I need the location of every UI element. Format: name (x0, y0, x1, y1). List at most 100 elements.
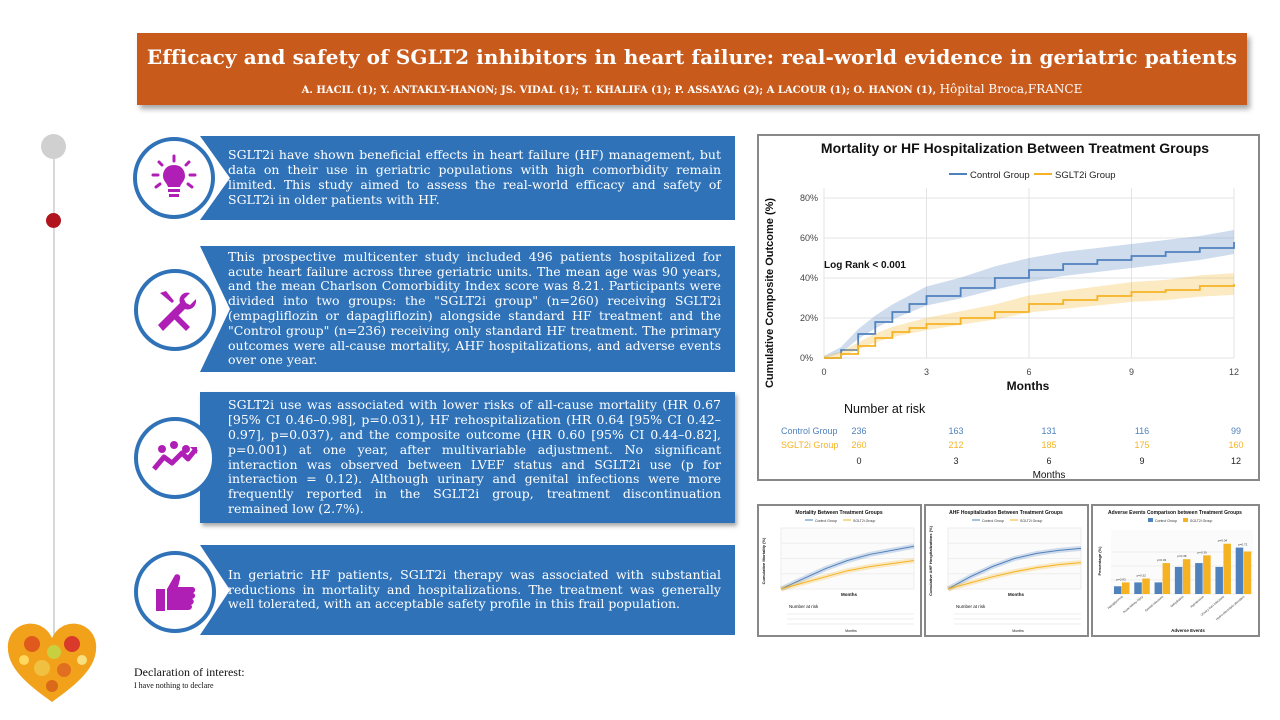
x-ticks: 0 3 6 9 12 (821, 367, 1239, 377)
bar-sglt2i (1243, 551, 1252, 594)
lightbulb-icon (133, 137, 215, 219)
timeline-dot-active (46, 213, 61, 228)
methods-text: This prospective multicenter study inclu… (228, 248, 721, 368)
adverse-bars: p=0.83 Hypoglycemia p=0.52 Acute kidney inj… (1107, 530, 1253, 621)
tools-icon (134, 269, 216, 351)
risk-value: 99 (1231, 426, 1241, 436)
hospitalization-title: AHF Hospitalization Between Treatment Gr… (949, 510, 1063, 516)
adverse-legend-control: Control Group (1155, 519, 1177, 523)
mortality-xlabel: Months (841, 592, 857, 597)
y-tick-label: 80% (800, 193, 818, 203)
conclusion-text: In geriatric HF patients, SGLT2i therapy… (228, 566, 721, 612)
authors-text: A. HACIL (1); Y. ANTAKLY-HANON; JS. VIDA… (301, 85, 937, 96)
p-value-label: p=0.38 (1177, 554, 1187, 558)
mortality-lines (779, 527, 915, 625)
series-lines (824, 230, 1235, 359)
hospitalization-xlabel: Months (1008, 592, 1024, 597)
category-label: Hypoglycemia (1107, 594, 1124, 609)
hospitalization-chart: AHF Hospitalization Between Treatment Gr… (924, 504, 1089, 637)
risk-value: 175 (1134, 440, 1149, 450)
background-box: SGLT2i have shown beneficial effects in … (200, 136, 735, 220)
mortality-chart: Mortality Between Treatment Groups Contr… (757, 504, 922, 637)
small-line (947, 562, 1082, 590)
risk-value: 212 (948, 440, 963, 450)
bar-control (1154, 582, 1163, 594)
risk-value: 160 (1228, 440, 1243, 450)
x-axis-label: Months (1007, 379, 1050, 393)
category-label: Dehydration (1170, 594, 1185, 608)
mortality-ylabel: Cumulative Mortality (%) (761, 537, 766, 584)
bar-sglt2i (1142, 578, 1150, 594)
declaration-text: I have nothing to declare (134, 681, 214, 690)
p-value-label: p=0.52 (1137, 574, 1147, 578)
series-control-line (824, 242, 1235, 359)
risk-month: 9 (1139, 456, 1144, 466)
risk-value: 131 (1041, 426, 1056, 436)
results-text: SGLT2i use was associated with lower ris… (228, 397, 721, 516)
y-axis-label: Cumulative Composite Outcome (%) (764, 198, 776, 388)
y-tick-label: 60% (800, 233, 818, 243)
p-value-label: p=0.72 (1238, 543, 1248, 547)
declaration-title: Declaration of interest: (134, 665, 245, 679)
results-box: SGLT2i use was associated with lower ris… (200, 392, 735, 523)
mortality-legend-control: Control Group (815, 519, 837, 523)
x-tick-label: 0 (821, 367, 826, 377)
y-tick-label: 0% (800, 353, 813, 363)
risk-table-xlabel: Months (1033, 470, 1066, 479)
risk-value: 185 (1041, 440, 1056, 450)
bar-sglt2i (1203, 555, 1211, 594)
hospitalization-svg: AHF Hospitalization Between Treatment Gr… (928, 510, 1082, 633)
risk-month: 6 (1046, 456, 1051, 466)
heart-logo-icon (7, 623, 97, 702)
x-tick-label: 6 (1026, 367, 1031, 377)
series-band (824, 230, 1234, 358)
timeline-dot-top (41, 134, 66, 159)
main-chart-svg: Mortality or HF Hospitalization Between … (764, 140, 1244, 481)
growth-chart-icon (134, 417, 216, 499)
bar-control (1134, 582, 1142, 594)
legend-control: Control Group (970, 170, 1030, 181)
small-line (947, 547, 1082, 590)
risk-value: 116 (1135, 426, 1149, 436)
adverse-xlabel: Adverse Events (1171, 628, 1205, 633)
hospitalization-legend-control: Control Group (982, 519, 1004, 523)
p-value-label: p=0.39 (1198, 550, 1208, 554)
x-tick-label: 9 (1129, 367, 1134, 377)
risk-month: 12 (1231, 456, 1241, 466)
mortality-risk-title: Number at risk (789, 604, 819, 609)
bar-sglt2i (1162, 563, 1171, 594)
timeline-line (53, 146, 55, 646)
chart-title: Mortality or HF Hospitalization Between … (821, 140, 1209, 156)
small-line (780, 560, 915, 590)
header-banner: Efficacy and safety of SGLT2 inhibitors … (137, 33, 1247, 105)
mortality-title: Mortality Between Treatment Groups (795, 510, 882, 516)
risk-value: 163 (948, 426, 963, 436)
bar-control (1195, 563, 1203, 594)
category-label: Genital infections (1144, 594, 1165, 612)
adverse-events-svg: Adverse Events Comparison between Treatm… (1097, 510, 1253, 633)
risk-month: 3 (953, 456, 958, 466)
mortality-risk-xlabel: Months (845, 629, 857, 633)
risk-value: 260 (851, 440, 866, 450)
small-line (780, 545, 915, 590)
y-tick-label: 20% (800, 313, 818, 323)
bar-control (1235, 547, 1244, 594)
mortality-legend-sglt2i: SGLT2i Group (853, 519, 875, 523)
bar-control (1215, 566, 1223, 594)
background-text: SGLT2i have shown beneficial effects in … (228, 147, 721, 207)
adverse-events-chart: Adverse Events Comparison between Treatm… (1091, 504, 1260, 637)
risk-row-control-label: Control Group (781, 426, 838, 436)
p-value-label: p=0.04 (1218, 539, 1228, 543)
hospitalization-legend-sglt2i: SGLT2i Group (1020, 519, 1042, 523)
bar-sglt2i (1223, 543, 1231, 594)
hospitalization-ylabel: Cumulative AHF Hospitalizations (%) (928, 525, 933, 596)
bar-control (1114, 586, 1122, 594)
x-tick-label: 3 (924, 367, 929, 377)
main-km-chart: Mortality or HF Hospitalization Between … (757, 134, 1260, 481)
institution-text: Hôpital Broca,FRANCE (939, 82, 1083, 96)
hospitalization-lines (946, 527, 1082, 625)
category-label: Hypotension (1189, 594, 1205, 608)
risk-month: 0 (856, 456, 861, 466)
conclusion-box: In geriatric HF patients, SGLT2i therapy… (200, 545, 735, 635)
poster-title: Efficacy and safety of SGLT2 inhibitors … (146, 45, 1238, 69)
